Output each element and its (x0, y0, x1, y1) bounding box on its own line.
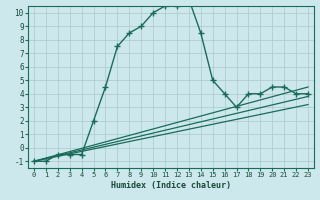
X-axis label: Humidex (Indice chaleur): Humidex (Indice chaleur) (111, 181, 231, 190)
